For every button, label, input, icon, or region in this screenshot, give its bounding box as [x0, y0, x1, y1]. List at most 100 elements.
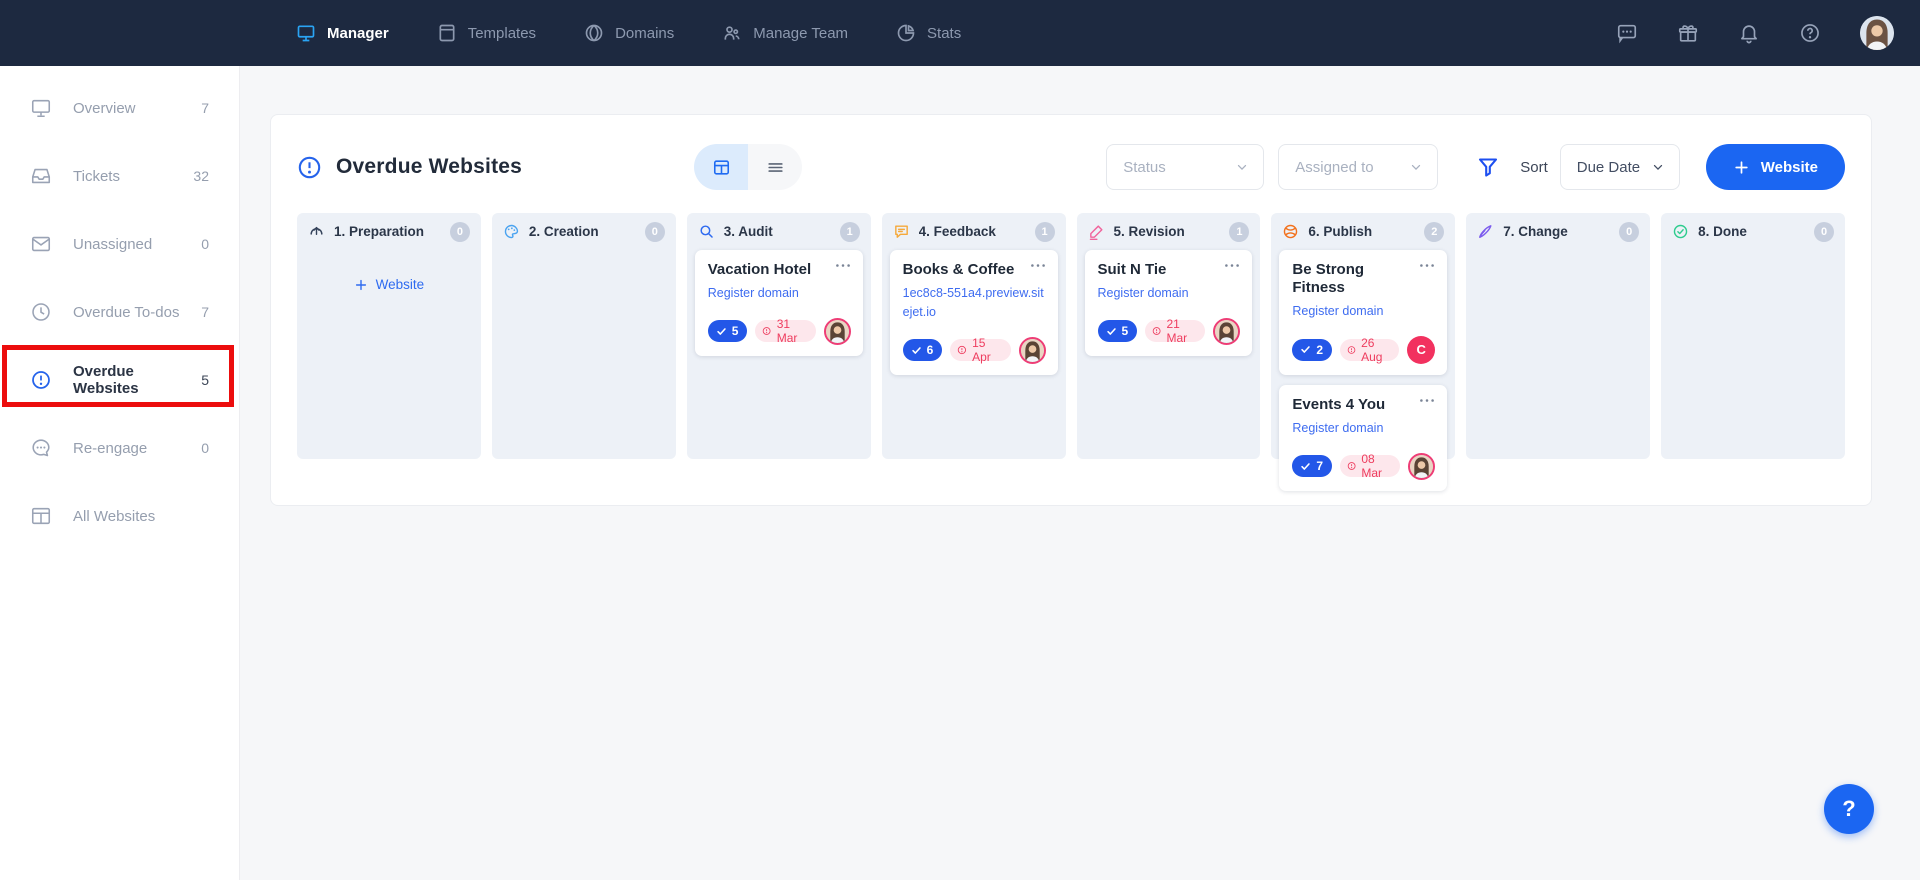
- sidebar-item-label: Overview: [73, 99, 136, 117]
- inbox-icon: [30, 165, 52, 187]
- user-avatar[interactable]: [1860, 16, 1894, 50]
- card-title: Vacation Hotel: [707, 261, 812, 278]
- column-add-website-link[interactable]: Website: [305, 277, 473, 292]
- overdue-alert-icon: [1152, 327, 1161, 336]
- nav-menu: Manager Templates Domains Manage Team St…: [296, 23, 961, 43]
- assignee-avatar: C: [1407, 335, 1436, 364]
- column-count-badge: 1: [839, 221, 860, 242]
- card-menu-icon[interactable]: [1218, 261, 1240, 270]
- column-label: 1. Preparation: [334, 224, 425, 239]
- alert-circle-icon: [30, 369, 52, 391]
- templates-icon: [437, 23, 457, 43]
- overdue-alert-icon: [763, 327, 771, 336]
- card-domain-link[interactable]: Register domain: [707, 286, 799, 300]
- column-header: 2. Creation 0: [500, 213, 668, 250]
- sidebar-item-count: 7: [201, 304, 209, 320]
- due-date-badge: 21 Mar: [1145, 317, 1206, 345]
- chevron-down-icon: [1409, 160, 1423, 174]
- column-count-badge: 1: [1034, 221, 1055, 242]
- status-filter-select[interactable]: Status: [1106, 144, 1265, 190]
- filter-funnel-icon[interactable]: [1476, 155, 1500, 179]
- column-publish: 6. Publish 2 Be Strong Fitness Register …: [1271, 213, 1456, 491]
- card-menu-icon[interactable]: [1413, 261, 1435, 270]
- kanban-view-button[interactable]: [694, 144, 749, 190]
- website-card-books-coffee[interactable]: Books & Coffee 1ec8c8-551a4.preview.site…: [889, 250, 1058, 375]
- sidebar-item-all-websites[interactable]: All Websites: [0, 482, 239, 550]
- add-website-button[interactable]: Website: [1705, 144, 1845, 190]
- sidebar-item-unassigned[interactable]: Unassigned 0: [0, 210, 239, 278]
- column-label: 7. Change: [1503, 224, 1568, 239]
- nav-item-manage-team[interactable]: Manage Team: [722, 23, 848, 43]
- clock-icon: [30, 301, 52, 323]
- nav-item-stats[interactable]: Stats: [896, 23, 961, 43]
- panel-header: Overdue Websites Status Assign: [297, 115, 1845, 213]
- envelope-icon: [30, 233, 52, 255]
- nav-item-label: Manager: [327, 24, 389, 42]
- sidebar-item-count: 7: [201, 100, 209, 116]
- plus-icon: [354, 278, 368, 292]
- chat-icon[interactable]: [1616, 22, 1638, 44]
- check-icon: [717, 327, 726, 335]
- nav-item-templates[interactable]: Templates: [437, 23, 536, 43]
- card-domain-link[interactable]: Register domain: [1097, 286, 1189, 300]
- chevron-down-icon: [1651, 160, 1665, 174]
- sidebar-item-overview[interactable]: Overview 7: [0, 74, 239, 142]
- todo-count-badge: 5: [1097, 320, 1138, 343]
- column-header: 1. Preparation 0: [305, 213, 473, 250]
- column-header: 8. Done 0: [1669, 213, 1837, 250]
- nav-item-label: Templates: [467, 24, 537, 42]
- card-title: Suit N Tie: [1097, 261, 1167, 278]
- sidebar-item-label: Re-engage: [73, 439, 148, 457]
- kanban-board: 1. Preparation 0 Website 2. Creation: [297, 213, 1845, 491]
- card-domain-link[interactable]: Register domain: [1292, 420, 1384, 435]
- list-view-button[interactable]: [748, 144, 803, 190]
- website-card-events-4-you[interactable]: Events 4 You Register domain 7: [1279, 384, 1448, 491]
- assignee-avatar: [823, 317, 851, 345]
- card-menu-icon[interactable]: [829, 261, 851, 270]
- sidebar-item-re-engage[interactable]: Re-engage 0: [0, 414, 239, 482]
- alert-circle-icon: [297, 155, 322, 180]
- overdue-websites-panel: Overdue Websites Status Assign: [270, 114, 1872, 506]
- nav-item-label: Manage Team: [753, 24, 849, 42]
- card-title: Events 4 You: [1292, 395, 1386, 413]
- nav-item-manager[interactable]: Manager: [296, 23, 389, 43]
- sidebar-item-label: Unassigned: [73, 235, 153, 253]
- sidebar-item-overdue-websites[interactable]: Overdue Websites 5: [0, 346, 239, 414]
- column-label: 4. Feedback: [918, 224, 996, 239]
- sidebar-item-overdue-todos[interactable]: Overdue To-dos 7: [0, 278, 239, 346]
- sidebar-item-count: 0: [201, 236, 209, 252]
- overdue-alert-icon: [1347, 462, 1356, 470]
- card-menu-icon[interactable]: [1024, 261, 1046, 270]
- pie-chart-icon: [896, 23, 916, 43]
- monitor-icon: [296, 23, 316, 43]
- card-domain-link[interactable]: Register domain: [1292, 304, 1384, 318]
- main-content: Overdue Websites Status Assign: [240, 66, 1920, 880]
- column-count-badge: 2: [1424, 221, 1445, 242]
- column-header: 6. Publish 2: [1279, 213, 1447, 250]
- chat-bubble-icon: [30, 437, 52, 459]
- help-fab-button[interactable]: ?: [1824, 784, 1874, 834]
- gift-icon[interactable]: [1677, 22, 1699, 44]
- card-domain-link[interactable]: 1ec8c8-551a4.preview.sitejet.io: [902, 286, 1044, 319]
- sidebar-item-label: All Websites: [73, 507, 156, 525]
- todo-count-badge: 2: [1292, 338, 1333, 361]
- help-icon[interactable]: [1799, 22, 1821, 44]
- sort-select[interactable]: Due Date: [1559, 144, 1680, 190]
- website-card-be-strong-fitness[interactable]: Be Strong Fitness Register domain 2: [1279, 250, 1448, 375]
- bell-icon[interactable]: [1738, 22, 1760, 44]
- column-header: 3. Audit 1: [695, 213, 863, 250]
- sidebar-item-count: 5: [201, 372, 209, 388]
- todo-count-badge: 7: [1292, 455, 1333, 477]
- nav-item-label: Stats: [927, 24, 962, 42]
- column-label: 3. Audit: [723, 224, 773, 239]
- sidebar-item-tickets[interactable]: Tickets 32: [0, 142, 239, 210]
- website-card-vacation-hotel[interactable]: Vacation Hotel Register domain 5: [694, 250, 863, 356]
- filter-toolbar: Status Assigned to Sort Due Date: [1106, 144, 1845, 190]
- view-toggle: [694, 144, 803, 190]
- assigned-to-filter-select[interactable]: Assigned to: [1278, 144, 1439, 190]
- monitor-icon: [30, 97, 52, 119]
- nav-item-domains[interactable]: Domains: [584, 23, 674, 43]
- publish-globe-icon: [1282, 223, 1299, 240]
- website-card-suit-n-tie[interactable]: Suit N Tie Register domain 5 2: [1084, 250, 1253, 356]
- card-menu-icon[interactable]: [1413, 396, 1435, 405]
